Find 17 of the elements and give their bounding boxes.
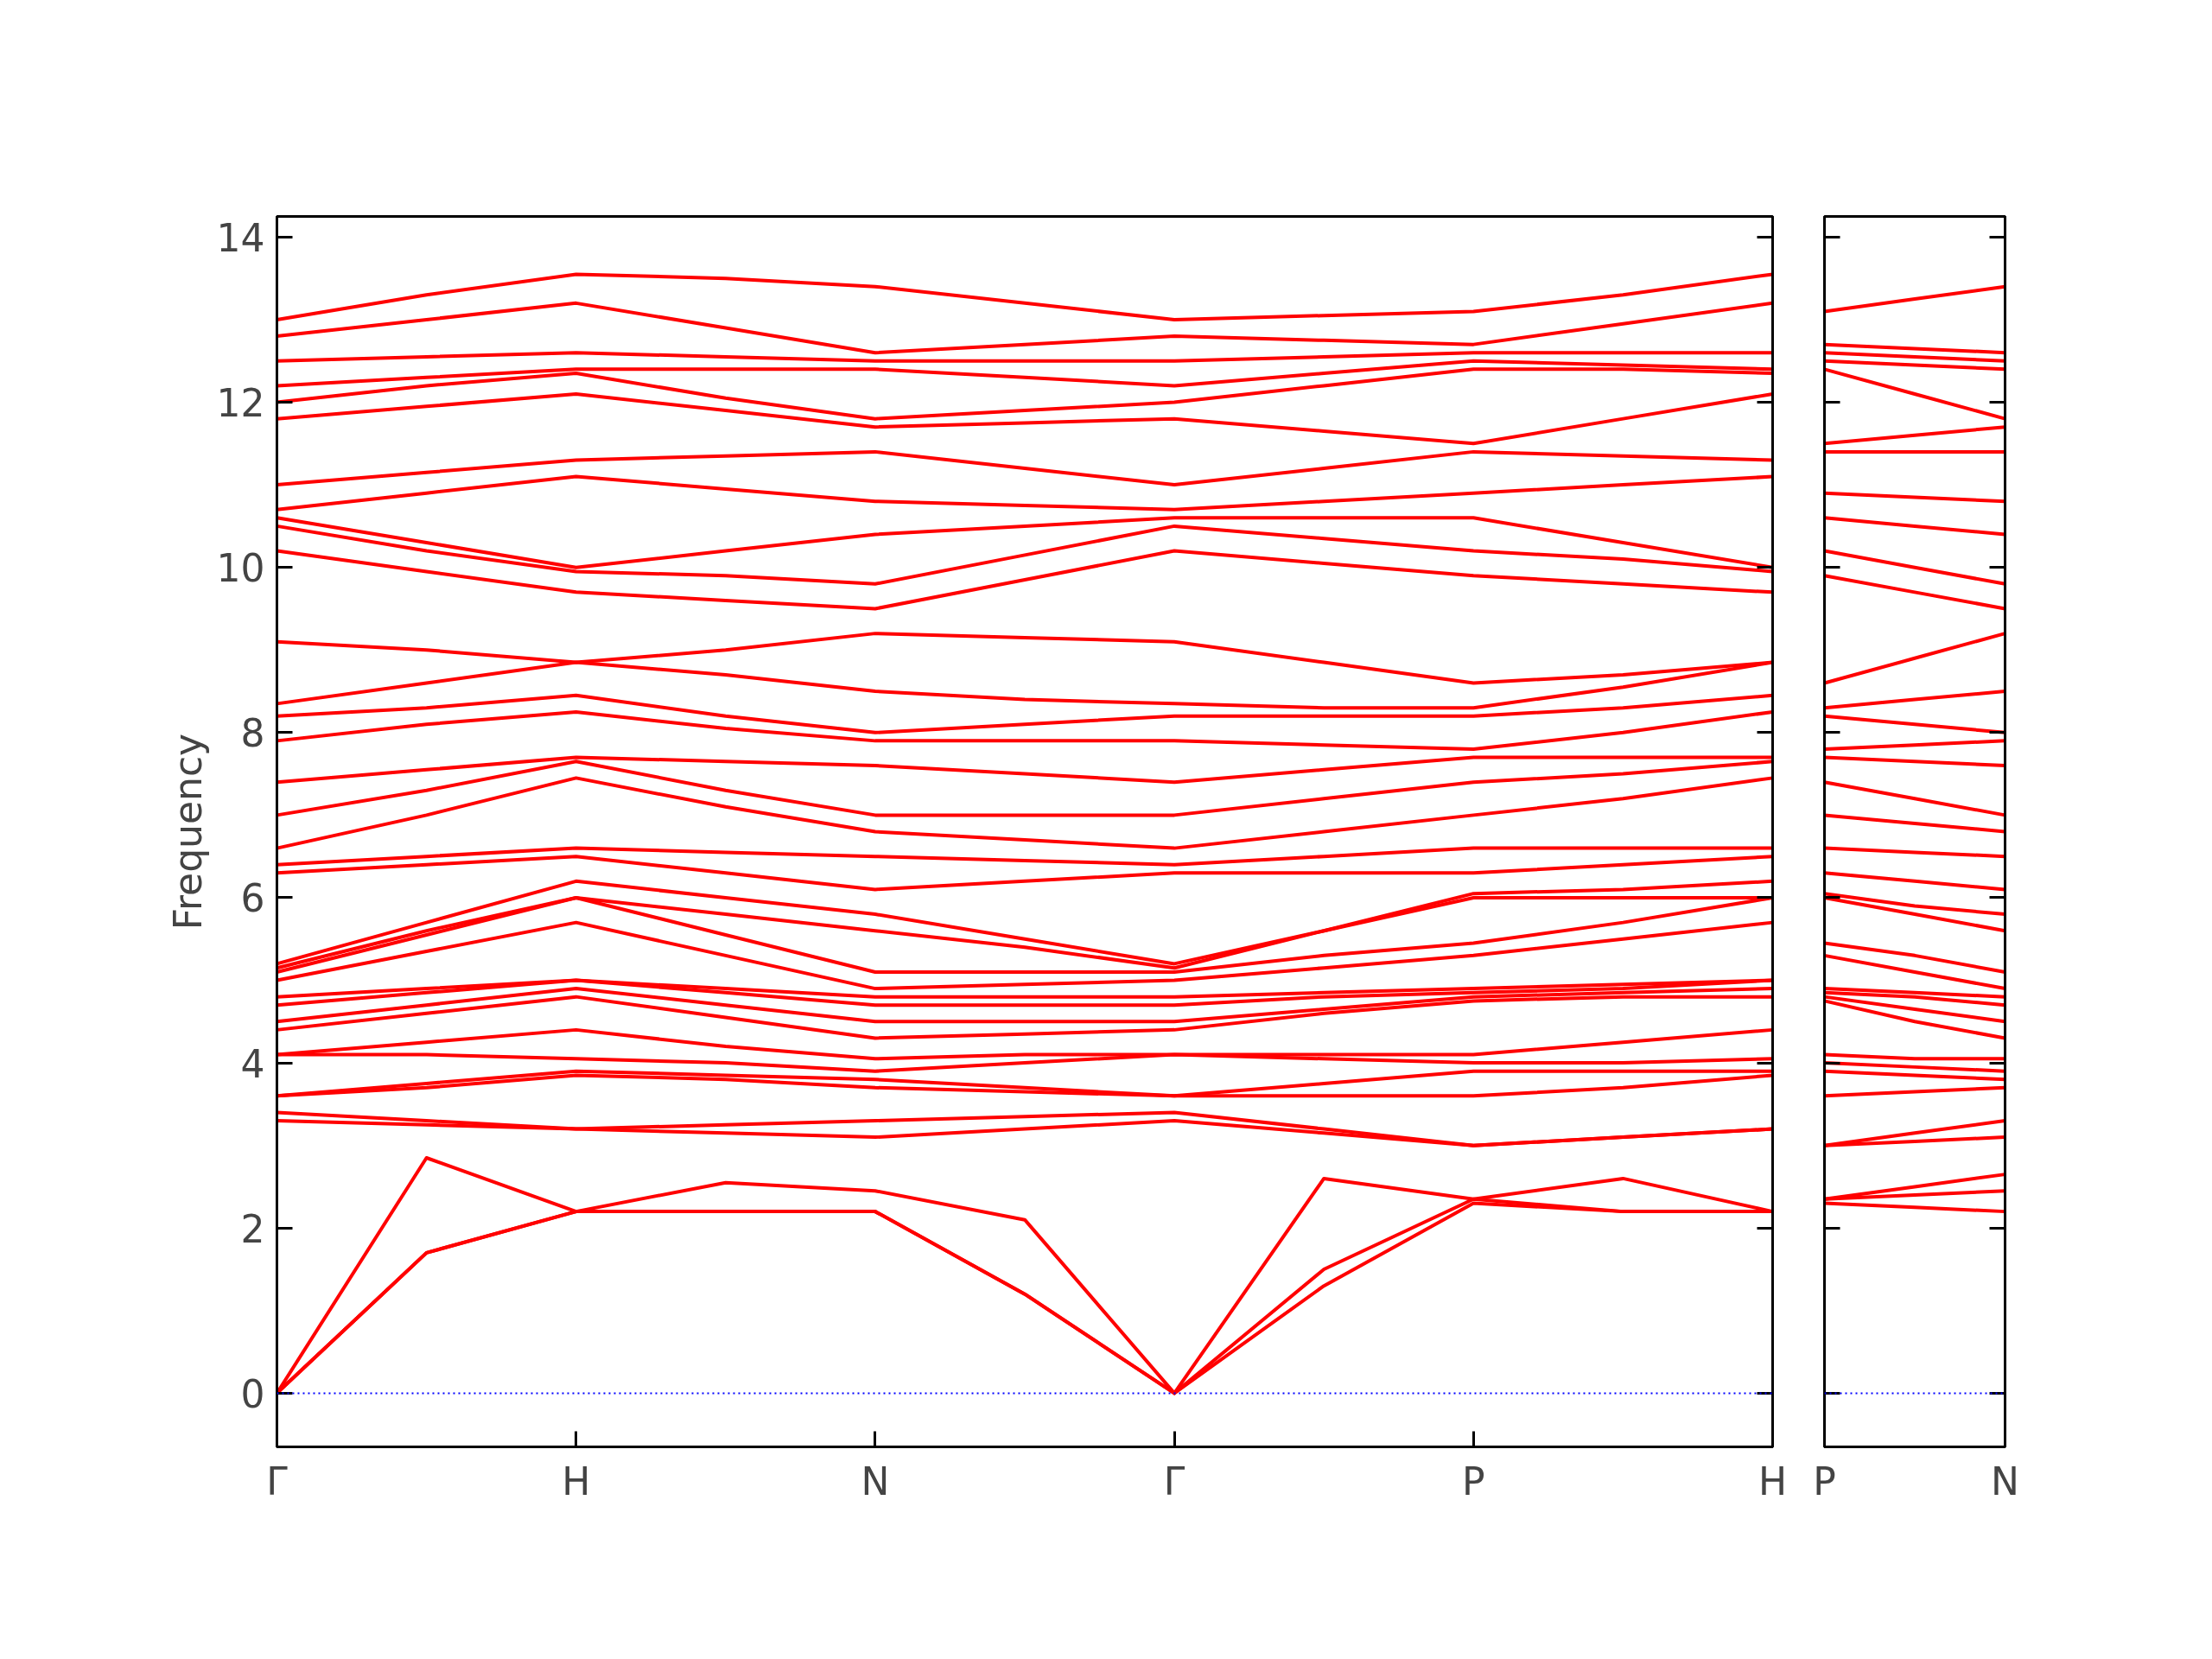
x-tick-label: P	[1462, 1459, 1485, 1503]
y-tick-label: 14	[216, 215, 265, 260]
x-tick-label: P	[1813, 1459, 1836, 1503]
y-axis-title: Frequency	[165, 733, 210, 931]
x-tick-label: Γ	[266, 1459, 289, 1503]
y-tick-label: 10	[216, 546, 265, 591]
x-tick-label: N	[861, 1459, 890, 1503]
x-tick-label: N	[1991, 1459, 2019, 1503]
x-tick-label: Γ	[1163, 1459, 1185, 1503]
y-tick-label: 2	[240, 1206, 265, 1251]
x-tick-label: H	[1758, 1459, 1788, 1503]
y-tick-label: 6	[240, 876, 265, 921]
y-tick-label: 12	[216, 381, 265, 426]
y-tick-label: 4	[240, 1041, 265, 1086]
y-tick-label: 0	[240, 1371, 265, 1416]
y-tick-label: 8	[240, 711, 265, 756]
x-tick-label: H	[562, 1459, 591, 1503]
